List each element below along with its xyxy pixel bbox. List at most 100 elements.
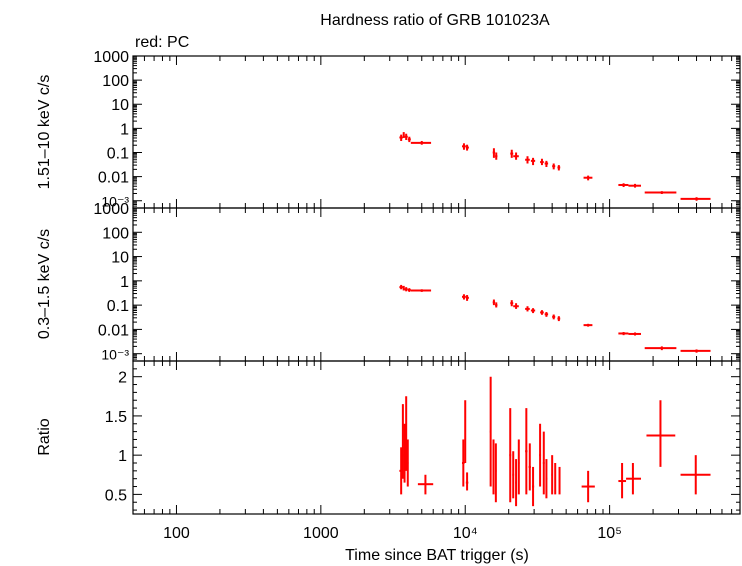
ratio-data-point	[512, 451, 515, 499]
ratio-data-point	[494, 443, 497, 503]
soft-data-point	[465, 295, 469, 301]
ratio-data-point	[558, 466, 561, 495]
ratio-panel-ylabel: Ratio	[36, 418, 53, 455]
ratio-data-point	[680, 455, 711, 495]
soft-data-point	[530, 308, 536, 314]
soft-data-point	[404, 287, 408, 292]
ratio-data-point	[539, 423, 542, 487]
ratio-data-point	[489, 376, 492, 487]
hard-data-point	[530, 157, 536, 166]
soft-frame	[132, 207, 741, 362]
x-tick-labels: 100 1000 10⁴ 10⁵	[163, 525, 622, 542]
hard-data-point	[552, 163, 556, 170]
chart-title: Hardness ratio of GRB 101023A	[320, 12, 550, 29]
soft-data-point	[680, 349, 711, 353]
soft-data-point	[495, 302, 498, 308]
hard-data-point	[583, 175, 593, 181]
soft-data-point	[510, 300, 514, 307]
ratio-data-point	[551, 455, 554, 495]
soft-y-tick-label: 0.01	[98, 322, 129, 339]
hard-y-tick-label: 10⁻³	[101, 194, 129, 210]
soft-y-tick-label: 0.1	[107, 298, 129, 315]
hard-data-point	[402, 132, 405, 138]
x-tick-label: 10⁴	[453, 525, 478, 542]
hard-y-tick-label: 1000	[93, 49, 129, 66]
ratio-data-point	[581, 470, 595, 503]
ratio-data-point	[531, 466, 535, 507]
hard-frame	[132, 55, 741, 209]
hard-data-point	[680, 197, 711, 201]
hard-data-point	[495, 152, 498, 160]
x-tick-label: 100	[163, 525, 190, 542]
ratio-y-tick-label: 1.5	[105, 409, 127, 426]
soft-y-tick-label: 1	[120, 274, 129, 291]
ratio-data-point	[509, 408, 512, 503]
hard-panel-ylabel: 1.51–10 keV c/s	[36, 75, 53, 190]
soft-data-point	[544, 312, 549, 317]
hard-data-point	[644, 191, 677, 195]
chart-subtitle: red: PC	[135, 34, 189, 51]
soft-data-point	[410, 289, 432, 292]
ratio-frame	[132, 360, 741, 515]
soft-data-point	[552, 314, 556, 320]
soft-data-point	[618, 332, 629, 336]
hard-y-tick-label: 0.01	[98, 170, 129, 187]
soft-data-point	[462, 294, 466, 300]
soft-data-point	[407, 288, 411, 292]
hard-data-point	[465, 144, 469, 151]
x-tick-label: 1000	[303, 525, 339, 542]
ratio-data-point	[542, 431, 545, 495]
ratio-data-point	[528, 443, 531, 491]
soft-data-point	[540, 310, 544, 315]
ratio-data-point	[403, 423, 406, 483]
ratio-data-point	[464, 400, 467, 463]
ratio-data-point	[406, 439, 409, 487]
ratio-data-point	[626, 463, 642, 495]
soft-data-point	[525, 306, 530, 312]
hard-data-point	[525, 156, 530, 164]
soft-data-point	[628, 332, 642, 336]
soft-y-tick-label: 1000	[93, 201, 129, 218]
ratio-data-point	[554, 463, 557, 495]
ratio-y-tick-label: 0.5	[105, 487, 127, 504]
x-axis-label: Time since BAT trigger (s)	[345, 547, 529, 564]
soft-y-tick-label: 10⁻³	[101, 347, 129, 363]
ratio-data-point	[492, 439, 495, 495]
soft-data-point	[557, 316, 561, 322]
soft-y-tick-label: 100	[102, 225, 129, 242]
soft-data-point	[644, 346, 677, 351]
soft-y-tick-label: 10	[111, 250, 129, 267]
hard-data-point	[618, 183, 629, 188]
ratio-y-tick-label: 1	[118, 448, 127, 465]
ratio-panel: 2 1.5 1 0.5	[105, 360, 741, 515]
ratio-data-point	[462, 439, 465, 487]
hard-y-tick-label: 1	[120, 121, 129, 138]
ratio-data-point	[405, 396, 408, 471]
hard-data-point	[492, 148, 496, 158]
hard-data-point	[399, 134, 403, 141]
hard-data-point	[628, 183, 642, 188]
hard-data-point	[544, 160, 549, 168]
ratio-data-point	[618, 463, 627, 499]
soft-panel-ylabel: 0.3–1.5 keV c/s	[36, 229, 53, 339]
ratio-data-point	[465, 472, 469, 491]
ratio-data-point	[401, 404, 404, 479]
ratio-data-point	[525, 408, 528, 495]
hard-y-tick-label: 10	[111, 97, 129, 114]
hard-data-point	[557, 165, 561, 171]
soft-data-point	[402, 285, 405, 291]
hard-data-point	[404, 133, 408, 140]
ratio-data-point	[515, 459, 518, 507]
soft-data-point	[583, 323, 593, 327]
soft-data-point	[399, 284, 403, 290]
hard-data-point	[540, 158, 544, 166]
hard-data-point	[407, 136, 411, 143]
ratio-y-tick-label: 2	[118, 370, 127, 387]
hard-data-point	[510, 149, 514, 158]
hard-y-tick-label: 0.1	[107, 145, 129, 162]
ratio-data-point	[417, 474, 434, 495]
ratio-data-point	[545, 459, 548, 499]
x-tick-label: 10⁵	[597, 525, 621, 542]
ratio-data-point	[517, 439, 520, 495]
